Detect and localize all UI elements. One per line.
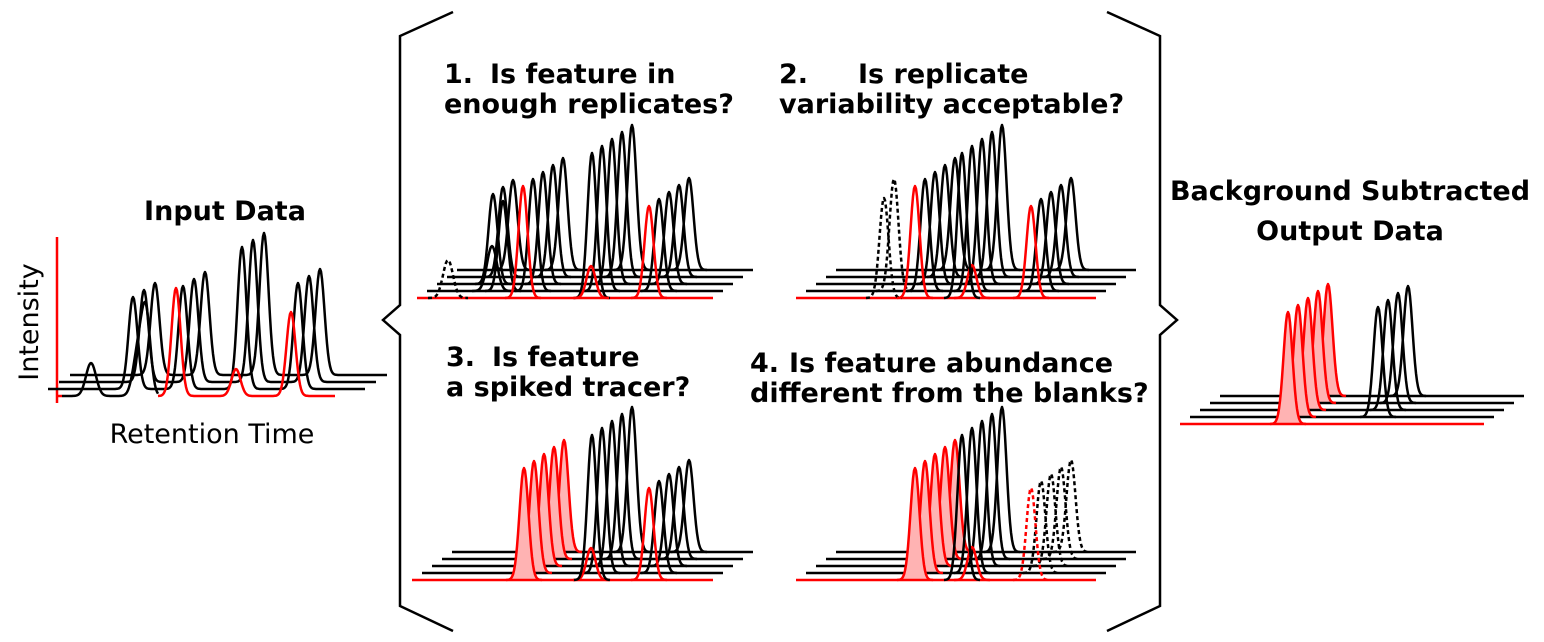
tracer-peak-fill [917, 454, 953, 566]
chromatogram-peak [640, 479, 678, 575]
chromatogram-peak [427, 258, 469, 300]
chromatogram-peak [943, 151, 981, 300]
chromatogram-trace [157, 286, 336, 398]
chromatogram-peak [943, 433, 981, 582]
step-2-number: 2. [779, 59, 808, 90]
input-chromatogram [47, 231, 388, 398]
chromatogram-trace [61, 300, 160, 398]
chromatogram-peak [953, 545, 991, 582]
step-3-line1: Is feature [492, 342, 640, 373]
output-chromatogram [1180, 282, 1524, 426]
right-brace [1106, 10, 1179, 633]
chromatogram-peak [583, 426, 621, 575]
tracer-peak-fill [1280, 305, 1316, 417]
tracer-peak-fill [536, 447, 572, 559]
step-3-line2: a spiked tracer? [446, 372, 690, 403]
step-4-number: 4. [750, 348, 779, 379]
chromatogram-peak [505, 466, 543, 582]
step-1-panel: 1. Is feature in enough replicates? [417, 59, 753, 300]
chromatogram-peak [1269, 310, 1307, 426]
step-3-panel: 3. Is feature a spiked tracer? [412, 342, 753, 582]
step-2-chromatogram [796, 123, 1136, 300]
tracer-peak-fill [907, 461, 943, 573]
chromatogram-peak [630, 204, 668, 300]
step-1-number: 1. [444, 59, 473, 90]
step-1-line1: Is feature in [490, 59, 675, 90]
chromatogram-peak [865, 196, 903, 300]
tracer-peak-fill [927, 447, 963, 559]
tracer-peak-fill [546, 440, 582, 552]
chromatogram-peak [1012, 204, 1050, 300]
output-title-line1: Background Subtracted [1170, 176, 1530, 207]
tracer-peak-fill [1290, 298, 1326, 410]
chromatogram-peak [474, 192, 512, 286]
left-brace [381, 10, 454, 633]
chromatogram-peak [640, 197, 678, 293]
chromatogram-peak [953, 144, 991, 293]
chromatogram-peak [573, 151, 611, 300]
chromatogram-peak [1022, 197, 1060, 293]
chromatogram-trace [58, 238, 377, 384]
output-panel: Background Subtracted Output Data [1170, 176, 1530, 426]
chromatogram-peak [471, 244, 513, 293]
chromatogram-peak [1369, 298, 1407, 412]
chromatogram-peak [573, 433, 611, 582]
chromatogram-peak [572, 264, 610, 300]
chromatogram-peak [583, 144, 621, 293]
tracer-peak-fill [1310, 284, 1346, 396]
y-axis-label: Intensity [14, 263, 45, 381]
tracer-peak-fill [526, 454, 562, 566]
input-data-title: Input Data [144, 196, 306, 227]
chromatogram-peak [953, 426, 991, 575]
step-4-panel: 4. Is feature abundance different from t… [750, 348, 1149, 582]
input-data-panel: Input Data Intensity Retention Time [14, 196, 388, 450]
chromatogram-peak [1359, 305, 1397, 419]
tracer-peak-fill [1300, 291, 1336, 403]
step-2-line2: variability acceptable? [779, 89, 1124, 120]
x-axis-label: Retention Time [110, 419, 315, 450]
output-title-line2: Output Data [1256, 216, 1444, 247]
chromatogram-peak [896, 466, 934, 582]
step-1-line2: enough replicates? [444, 89, 734, 120]
step-4-line1: Is feature abundance [789, 348, 1113, 379]
chromatogram-peak [484, 199, 522, 293]
step-4-chromatogram [796, 405, 1136, 582]
step-3-number: 3. [446, 342, 475, 373]
step-1-chromatogram [417, 123, 753, 300]
chromatogram-peak [630, 486, 668, 582]
chromatogram-peak [953, 263, 991, 300]
step-2-line1: Is replicate [858, 59, 1028, 90]
tracer-peak-fill [1270, 312, 1306, 424]
tracer-peak-fill [516, 461, 552, 573]
chromatogram-peak [514, 177, 552, 293]
step-2-panel: 2. Is replicate variability acceptable? [779, 59, 1136, 300]
chromatogram-trace [69, 231, 388, 377]
tracer-peak-fill [506, 468, 542, 580]
tracer-peak-fill [897, 468, 933, 580]
step-4-line2: different from the blanks? [750, 378, 1149, 409]
step-3-chromatogram [412, 405, 753, 582]
tracer-peak-fill [937, 440, 973, 552]
chromatogram-peak [906, 177, 944, 293]
chromatogram-peak [504, 184, 542, 300]
chromatogram-peak [896, 184, 934, 300]
